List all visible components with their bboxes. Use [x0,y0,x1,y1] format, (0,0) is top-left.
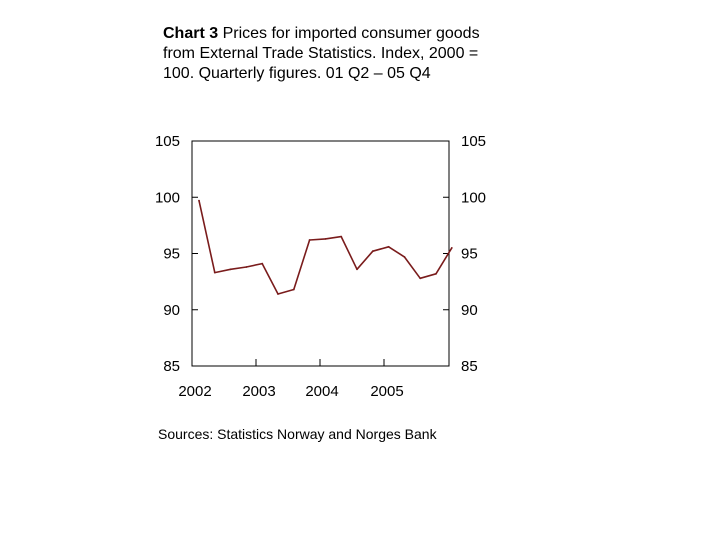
data-point [450,247,453,249]
data-point [324,238,327,240]
data-point [356,268,358,271]
x-axis: 2002 2003 2004 2005 [178,359,404,400]
y-tick-label-left: 90 [163,302,180,319]
y-tick-label-left: 85 [163,358,180,375]
x-tick-label: 2002 [178,383,211,400]
data-point [387,245,390,248]
y-tick-label-right: 105 [461,133,486,150]
x-tick-label: 2004 [305,383,338,400]
data-point [277,293,279,295]
y-tick-label-left: 105 [155,133,180,150]
series-layer [198,199,453,295]
data-point [340,235,343,238]
data-point [403,256,406,258]
data-point [198,199,200,202]
data-point [213,271,216,274]
data-point [371,250,374,253]
y-axis-left: 105 100 95 90 85 [155,133,198,375]
chart-title: Chart 3 Prices for imported consumer goo… [163,24,493,84]
y-tick-label-left: 100 [155,189,180,206]
y-axis-right: 105 100 95 90 85 [443,133,486,375]
data-point [435,272,437,275]
chart-source: Sources: Statistics Norway and Norges Ba… [158,426,437,442]
chart-title-text: Prices for imported consumer goods from … [163,25,480,82]
data-point [419,277,422,280]
x-tick-label: 2005 [370,383,403,400]
x-tick-label: 2003 [242,383,275,400]
plot-frame [191,140,450,367]
y-tick-label-right: 90 [461,302,478,319]
chart-title-prefix: Chart 3 [163,25,219,42]
data-point [308,239,311,241]
y-tick-label-right: 95 [461,246,478,263]
y-tick-label-right: 100 [461,189,486,206]
data-point [261,262,264,265]
y-tick-label-right: 85 [461,358,478,375]
data-point [229,268,232,271]
y-tick-label-left: 95 [163,246,180,263]
series-line [198,200,453,295]
data-point [292,288,295,291]
data-point [245,266,248,268]
